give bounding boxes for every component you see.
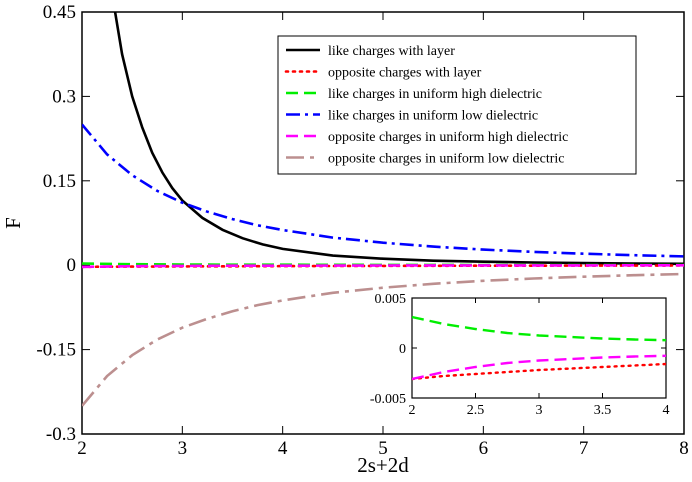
main-series-like-charges-with-layer (113, 12, 684, 266)
inset-y-tick-label: 0.005 (375, 292, 407, 307)
inset-x-tick-label: 2.5 (467, 403, 485, 418)
legend-label-opposite-charges-in-uniform-high-dielectric: opposite charges in uniform high dielect… (328, 130, 568, 145)
inset-x-tick-label: 4 (663, 403, 670, 418)
main-x-tick-label: 6 (479, 438, 489, 459)
legend: like charges with layer opposite charges … (277, 35, 637, 175)
main-x-tick-label: 4 (278, 438, 288, 459)
main-x-tick-label: 3 (178, 438, 188, 459)
main-y-tick-label: 0.45 (43, 2, 76, 23)
legend-label-like-charges-in-uniform-low-dielectric: like charges in uniform low dielectric (328, 109, 538, 124)
inset-series-opposite-charges-with-layer (412, 362, 666, 381)
legend-label-opposite-charges-in-uniform-low-dielectric: opposite charges in uniform low dielectr… (328, 152, 565, 167)
main-y-tick-label: -0.3 (46, 424, 76, 445)
main-series (82, 12, 684, 407)
inset-y-tick-label: 0 (399, 342, 406, 357)
main-y-tick-label: 0.3 (52, 86, 76, 107)
main-series-like-charges-in-uniform-low-dielectric (82, 123, 684, 258)
inset-ticks: 2 2.5 3 3.5 4 -0.005 0 0.005 (370, 292, 670, 418)
legend-label-like-charges-with-layer: like charges with layer (328, 44, 455, 59)
main-y-tick-label: -0.15 (36, 340, 76, 361)
main-x-tick-label: 7 (579, 438, 589, 459)
y-axis-label: F (1, 217, 25, 229)
main-series-opposite-charges-in-uniform-high-dielectric (82, 263, 684, 269)
main-y-tick-label: 0.15 (43, 171, 76, 192)
main-x-tick-label: 5 (378, 438, 388, 459)
main-series-opposite-charges-in-uniform-low-dielectric (82, 272, 684, 407)
x-axis-label: 2s+2d (357, 453, 409, 477)
inset-series (412, 315, 666, 381)
legend-label-opposite-charges-with-layer: opposite charges with layer (328, 66, 482, 81)
main-ticks: 2 3 4 5 6 7 8 -0.3 -0.15 0 0.15 0.3 0.45 (36, 2, 688, 459)
main-y-tick-label: 0 (67, 255, 77, 276)
inset-x-tick-label: 3.5 (594, 403, 612, 418)
legend-label-like-charges-in-uniform-high-dielectric: like charges in uniform high dielectric (328, 87, 542, 102)
inset-x-tick-label: 2 (409, 403, 416, 418)
legend-box (277, 35, 637, 175)
inset-frame (411, 297, 667, 399)
main-plot: 2 3 4 5 6 7 8 -0.3 -0.15 0 0.15 0.3 0.45 2s+2d F (1, 2, 689, 477)
main-x-tick-label: 2 (77, 438, 87, 459)
inset-y-tick-label: -0.005 (370, 392, 406, 407)
inset-plot: 2 2.5 3 3.5 4 -0.005 0 0.005 (370, 292, 670, 418)
inset-x-tick-label: 3 (536, 403, 543, 418)
main-x-tick-label: 8 (679, 438, 689, 459)
inset-series-opposite-charges-in-uniform-high-dielectric (412, 354, 666, 381)
inset-series-like-charges-in-uniform-high-dielectric (412, 315, 666, 342)
